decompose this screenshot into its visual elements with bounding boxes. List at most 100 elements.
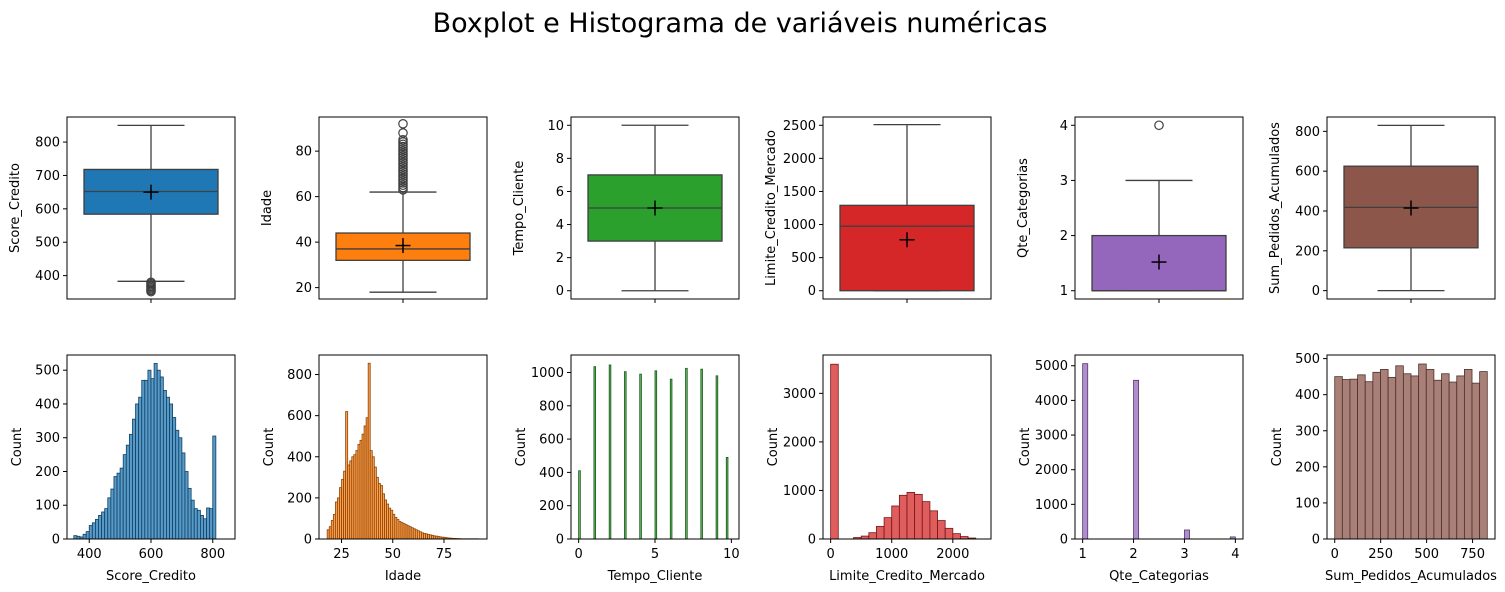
x-tick-label: 2000 [936,547,969,562]
y-axis-label: Qte_Categorias [1016,158,1031,258]
histogram-bar [1380,369,1389,540]
histogram-bar [91,522,96,540]
histogram-bar [700,368,703,540]
x-tick-label: 75 [436,547,453,562]
y-tick-label: 1000 [1035,498,1068,513]
histogram-bar [1357,374,1366,540]
histogram-bar [116,472,121,540]
y-axis-label: Limite_Credito_Mercado [764,130,779,286]
y-axis-label: Idade [260,190,275,226]
boxplot-qte-categorias: 1 2 3 4 Qte_Categorias [1016,116,1244,303]
y-tick-label: 400 [287,450,312,465]
histogram-sum-pedidos-acumulados: 0 100 200 300 400 500 Count 0 250 500 750 Sum_Pedid… [1270,352,1497,584]
histogram-bar [162,390,167,540]
y-tick-label: 8 [556,152,564,167]
histogram-bar [868,532,877,540]
x-tick-label: 800 [200,547,225,562]
outlier-point [398,119,408,129]
histogram-bar [914,493,923,540]
y-tick-label: 0 [808,284,816,299]
histogram-bar [1082,363,1089,540]
histogram-bar [190,499,195,540]
x-axis-label: Limite_Credito_Mercado [829,569,985,584]
axes-frame [822,354,992,540]
histogram-bar [1448,381,1458,540]
x-axis-label: Score_Credito [106,569,196,584]
y-tick-label: 3000 [1035,429,1068,444]
histogram-bar [138,396,143,540]
histogram-bar [98,514,102,540]
y-tick-label: 2000 [783,152,816,167]
y-tick-label: 200 [35,465,60,480]
histogram-bar [212,435,217,540]
histogram-bar [156,369,161,540]
histogram-score-credito: 0 100 200 300 400 500 Count 400 600 800 Score_Cred… [10,354,236,584]
histogram-bar [107,497,112,540]
axes-frame [318,116,488,300]
histogram-idade: 0 200 400 600 800 Count 25 50 75 Idade [262,354,488,584]
histogram-bar [1410,375,1420,540]
histogram-bar [122,454,127,540]
x-tick-label: 3 [1180,547,1188,562]
y-tick-label: 400 [35,269,60,284]
histogram-bar [578,470,581,540]
x-tick-label: 0 [574,547,582,562]
y-tick-label: 500 [35,236,60,251]
histogram-bar [178,437,183,540]
y-tick-label: 1500 [783,185,816,200]
x-tick-label: 4 [1231,547,1239,562]
y-tick-label: 60 [295,190,312,205]
y-tick-label: 500 [35,364,60,379]
histogram-bar [937,520,946,540]
y-tick-label: 500 [791,251,816,266]
boxplot-idade: 20 40 60 80 Idade [260,116,488,303]
x-tick-label: 10 [723,547,740,562]
histogram-limite-credito-mercado: 0 1000 2000 3000 Count 0 1000 2000 Limite_Credit… [766,354,992,584]
histogram-bar [1441,373,1450,540]
y-tick-label: 1 [1060,284,1068,299]
histogram-bar [725,457,729,540]
x-tick-label: 500 [1414,547,1439,562]
y-axis-label: Count [10,428,25,467]
histogram-bar [624,371,627,540]
y-tick-label: 2500 [783,119,816,134]
histogram-bar [1349,378,1359,540]
histogram-bar [209,508,214,540]
y-tick-label: 0 [1312,284,1320,299]
histogram-bar [1341,379,1351,540]
histogram-bar [944,527,954,540]
axes-frame [570,354,740,540]
axes-frame [1326,354,1496,540]
y-axis-label: Count [766,428,781,467]
x-tick-label: 750 [1460,547,1485,562]
y-tick-label: 0 [556,284,564,299]
histogram-bar [200,514,204,540]
axes-frame [1326,116,1496,300]
axes-frame [66,116,236,300]
y-tick-label: 40 [295,236,312,251]
outlier-point [146,286,156,297]
histogram-bar [1479,371,1488,540]
boxplot-score-credito: 400 500 600 700 800 Score_Credito [8,116,236,303]
y-tick-label: 0 [1060,533,1068,548]
histogram-bar [95,519,99,540]
axes-frame [822,116,992,300]
y-tick-label: 3000 [783,387,816,402]
histogram-bar [1372,371,1381,540]
histogram-bar [1184,529,1190,540]
histogram-bar [82,533,87,540]
y-tick-label: 1000 [783,218,816,233]
y-tick-label: 4 [556,218,564,233]
histogram-bar [206,507,211,540]
y-tick-label: 600 [35,202,60,217]
y-tick-label: 200 [287,491,312,506]
histogram-bar [166,396,170,540]
histogram-bar [153,363,158,540]
x-tick-label: 2 [1129,547,1137,562]
y-axis-label: Score_Credito [8,163,23,253]
histogram-bar [654,370,658,540]
figure-title: Boxplot e Histograma de variáveis numéri… [433,8,1048,39]
y-tick-label: 4000 [1035,394,1068,409]
axes-frame [66,354,236,540]
